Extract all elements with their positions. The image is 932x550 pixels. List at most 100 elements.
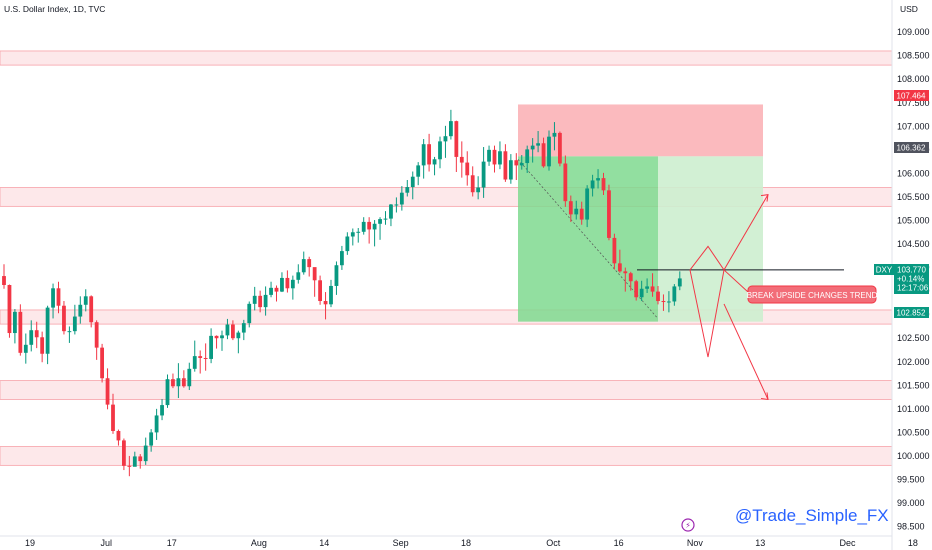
candle-body [645, 286, 649, 289]
candle-body [171, 379, 175, 387]
candle-body [449, 121, 453, 137]
y-tick-label: 108.500 [897, 51, 930, 61]
x-tick-label: 14 [319, 538, 329, 548]
candle-body [612, 237, 617, 264]
candle-body [252, 295, 257, 304]
candle-body [498, 151, 502, 165]
candle-body [312, 267, 317, 281]
y-tick-label: 108.000 [897, 74, 930, 84]
candle-body [111, 404, 115, 431]
symbol-tag: DXY [876, 266, 893, 275]
candle-body [13, 311, 17, 334]
candle-body [280, 277, 284, 292]
candle-body [176, 378, 181, 387]
candle-body [607, 190, 611, 238]
y-tick-label: 99.500 [897, 474, 925, 484]
candle-body [100, 347, 104, 379]
candle-body [214, 335, 219, 339]
annotation-text: BREAK UPSIDE CHANGES TREND [747, 291, 878, 300]
candle-body [650, 286, 655, 292]
candle-body [83, 296, 88, 305]
candle-body [290, 279, 295, 289]
candle-body [143, 445, 148, 462]
candle-body [7, 285, 12, 334]
bullish-projection [689, 194, 769, 271]
candle-body [672, 286, 677, 302]
y-tick-label: 100.000 [897, 451, 930, 461]
projection-paths [637, 194, 844, 401]
candle-body [514, 160, 519, 166]
candle-body [530, 145, 535, 150]
candle-body [367, 221, 372, 230]
candle-body [45, 307, 50, 354]
symbol-title: U.S. Dollar Index, 1D, TVC [4, 4, 105, 14]
countdown-tag: 12:17:06 [897, 284, 929, 293]
candle-body [623, 271, 628, 274]
candle-body [476, 187, 481, 193]
candle-body [519, 163, 524, 166]
candle-body [438, 141, 442, 160]
candle-body [558, 132, 562, 164]
last-price-tag: 103.770 [897, 266, 926, 275]
candle-body [508, 160, 513, 180]
candle-body [585, 188, 590, 220]
candle-body [67, 331, 72, 333]
candle-body [2, 276, 6, 286]
candle-body [307, 259, 312, 268]
y-tick-label: 102.500 [897, 333, 930, 343]
candle-body [56, 288, 61, 306]
arrowhead-up [760, 194, 769, 202]
candle-body [492, 149, 497, 165]
price-zone [0, 380, 893, 400]
candle-body [301, 259, 306, 273]
candle-body [192, 356, 197, 369]
candle-body [127, 465, 132, 467]
candle-body [138, 456, 143, 462]
x-tick-label: Dec [839, 538, 856, 548]
retest-projection [689, 269, 725, 358]
x-tick-label: Oct [546, 538, 561, 548]
bolt-glyph: ⚡ [685, 521, 691, 530]
candle-body [40, 337, 45, 354]
candle-body [661, 301, 666, 303]
candle-body [541, 143, 546, 167]
candle-body [154, 415, 159, 433]
candle-body [203, 357, 208, 359]
candle-body [574, 208, 579, 215]
y-tick-label: 109.000 [897, 27, 930, 37]
candle-body [323, 301, 328, 305]
candle-body [378, 219, 382, 224]
x-tick-label: Jul [101, 538, 113, 548]
annotation-callout[interactable]: BREAK UPSIDE CHANGES TREND [747, 285, 878, 304]
candle-body [579, 208, 584, 220]
candle-body [34, 330, 39, 338]
y-tick-label: 107.000 [897, 121, 930, 131]
y-tick-label: 104.500 [897, 239, 930, 249]
candle-body [470, 175, 475, 193]
candle-body [383, 218, 388, 220]
candle-body [285, 277, 290, 289]
candle-body [116, 430, 121, 441]
y-tick-label: 98.500 [897, 522, 925, 532]
candle-body [160, 405, 164, 416]
candle-body [410, 176, 415, 188]
candlestick-series [2, 109, 682, 477]
x-tick-label: 13 [755, 538, 765, 548]
candle-body [258, 295, 263, 308]
candle-body [552, 132, 557, 137]
candle-body [72, 316, 77, 332]
candle-body [667, 301, 671, 303]
candle-body [590, 180, 595, 189]
candle-body [503, 151, 508, 180]
candle-body [639, 288, 644, 298]
candle-body [525, 149, 530, 164]
entry-price-tag-bg [894, 307, 929, 318]
candle-body [421, 144, 426, 166]
candle-body [23, 344, 28, 353]
candle-body [443, 136, 448, 142]
candle-body [269, 287, 273, 295]
y-tick-label: 101.000 [897, 404, 930, 414]
candle-body [274, 287, 279, 292]
currency-label: USD [900, 4, 918, 14]
